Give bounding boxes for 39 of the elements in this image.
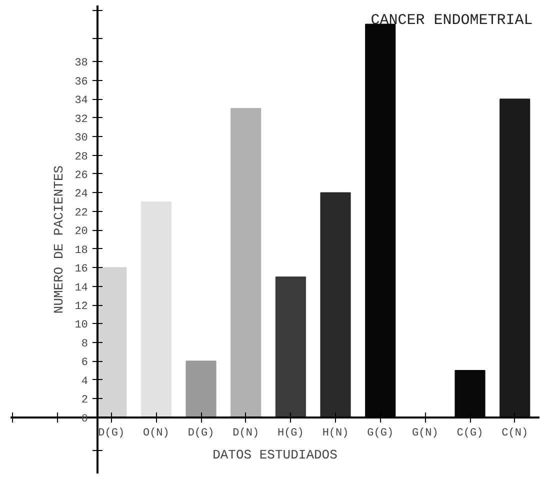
x-tick-label: C(N)	[502, 427, 528, 440]
bar	[275, 276, 306, 418]
bar	[186, 360, 216, 418]
x-tick-label: H(N)	[322, 427, 349, 440]
y-tick-label: 32	[74, 114, 88, 126]
x-tick-label: O(N)	[142, 427, 170, 440]
y-tick-label: 14	[74, 282, 88, 294]
bar	[96, 267, 127, 418]
x-tick-label: D(G)	[188, 427, 214, 440]
y-tick-label: 6	[81, 357, 88, 370]
y-tick-label: 18	[74, 244, 88, 257]
y-tick-label: 34	[74, 95, 88, 108]
y-tick-label: 26	[74, 170, 88, 182]
y-tick-label: 12	[74, 301, 88, 314]
y-tick-label: 2	[81, 394, 88, 407]
y-tick-label: 28	[74, 151, 88, 164]
bar	[140, 202, 172, 418]
bar	[230, 108, 262, 418]
bar	[500, 98, 530, 418]
y-tick-label: 10	[74, 320, 88, 332]
x-tick-label: G(N)	[412, 427, 438, 440]
y-tick-label: 20	[74, 226, 88, 238]
y-tick-label: 36	[74, 76, 88, 88]
x-tick-label: H(G)	[277, 427, 304, 440]
y-tick-label: 16	[74, 264, 88, 276]
x-axis-title: DATOS ESTUDIADOS	[212, 448, 338, 462]
y-tick-label: 38	[74, 58, 88, 70]
y-tick-label: 30	[74, 132, 88, 145]
x-tick-label: D(G)	[98, 427, 125, 440]
x-tick-label: C(G)	[456, 427, 484, 440]
x-tick-label: D(N)	[232, 427, 260, 440]
y-axis-title: NUMERO DE PACIENTES	[51, 165, 66, 314]
y-tick-label: 22	[74, 207, 88, 220]
x-tick-label: G(G)	[367, 427, 394, 440]
y-tick-label: 4	[81, 376, 88, 388]
y-tick-label: 24	[74, 188, 88, 201]
chart-title: CANCER ENDOMETRIAL	[370, 12, 533, 29]
bar	[320, 192, 351, 418]
y-tick-label: 8	[81, 338, 88, 350]
